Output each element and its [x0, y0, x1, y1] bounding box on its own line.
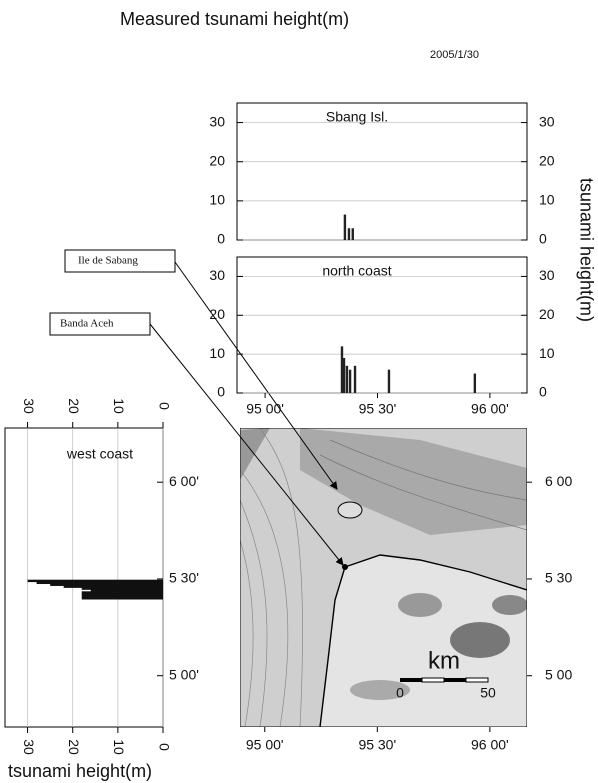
x-tick-label: 95 30' [358, 737, 396, 753]
y-tick-label: 10 [209, 192, 225, 208]
scale-bar [466, 678, 488, 682]
bar [82, 597, 163, 599]
scale-bar [444, 678, 466, 682]
x-tick-label: 0 [156, 743, 172, 751]
y-tick-label: 0 [539, 231, 547, 247]
scale-bar [422, 678, 444, 682]
y-axis-label: tsunami height(m) [576, 178, 596, 322]
y-tick-label: 0 [539, 384, 547, 400]
x-tick-label: 20 [66, 398, 82, 414]
y-tick-label: 30 [539, 267, 555, 283]
callout-label: Ile de Sabang [78, 255, 138, 267]
x-tick-label: 96 00' [471, 401, 509, 417]
y-tick-label: 5 30' [169, 570, 199, 586]
y-tick-label: 20 [209, 306, 225, 322]
y-tick-label: 30 [209, 267, 225, 283]
bar [388, 370, 390, 393]
x-tick-label: 30 [21, 398, 37, 414]
x-tick-label: 10 [111, 398, 127, 414]
x-tick-label: 95 00' [246, 401, 284, 417]
y-tick-label: 10 [539, 345, 555, 361]
x-tick-label: 30 [21, 739, 37, 755]
x-tick-label: 96 00' [471, 737, 509, 753]
figure: Measured tsunami height(m) 2005/1/30 Ile… [0, 0, 598, 783]
chart-title: north coast [322, 263, 391, 279]
x-tick-label: 95 30' [359, 401, 397, 417]
y-tick-label: 20 [539, 306, 555, 322]
y-tick-label: 5 00' [169, 666, 199, 682]
bar [474, 374, 476, 393]
y-tick-label: 6 00 [545, 473, 572, 489]
y-tick-label: 5 30 [545, 570, 572, 586]
chart-title: Sbang Isl. [326, 109, 388, 125]
y-tick-label: 20 [209, 152, 225, 168]
chart-title: west coast [66, 446, 133, 462]
x-tick-label: 20 [66, 739, 82, 755]
x-axis-label: tsunami height(m) [8, 761, 152, 781]
y-tick-label: 30 [539, 113, 555, 129]
bar [343, 358, 345, 393]
figure-title: Measured tsunami height(m) [120, 9, 349, 29]
scale-bar [400, 678, 422, 682]
y-tick-label: 20 [539, 152, 555, 168]
x-tick-label: 10 [111, 739, 127, 755]
y-tick-label: 0 [217, 384, 225, 400]
scale-label: 0 [396, 685, 404, 701]
callout-label: Banda Aceh [60, 318, 114, 330]
y-tick-label: 10 [209, 345, 225, 361]
y-tick-label: 0 [217, 231, 225, 247]
y-tick-label: 6 00' [169, 473, 199, 489]
scale-label: 50 [480, 685, 496, 701]
date: 2005/1/30 [430, 49, 479, 61]
bar [349, 370, 351, 393]
x-tick-label: 0 [156, 402, 172, 410]
y-tick-label: 30 [209, 113, 225, 129]
scale-unit: km [428, 647, 460, 674]
bar [354, 366, 356, 393]
plot-frame [5, 428, 163, 727]
bar [346, 366, 348, 393]
x-tick-label: 95 00' [246, 737, 284, 753]
y-tick-label: 5 00 [545, 666, 572, 682]
bar [348, 228, 350, 240]
y-tick-label: 10 [539, 192, 555, 208]
bar [352, 228, 354, 240]
bar [344, 215, 346, 240]
